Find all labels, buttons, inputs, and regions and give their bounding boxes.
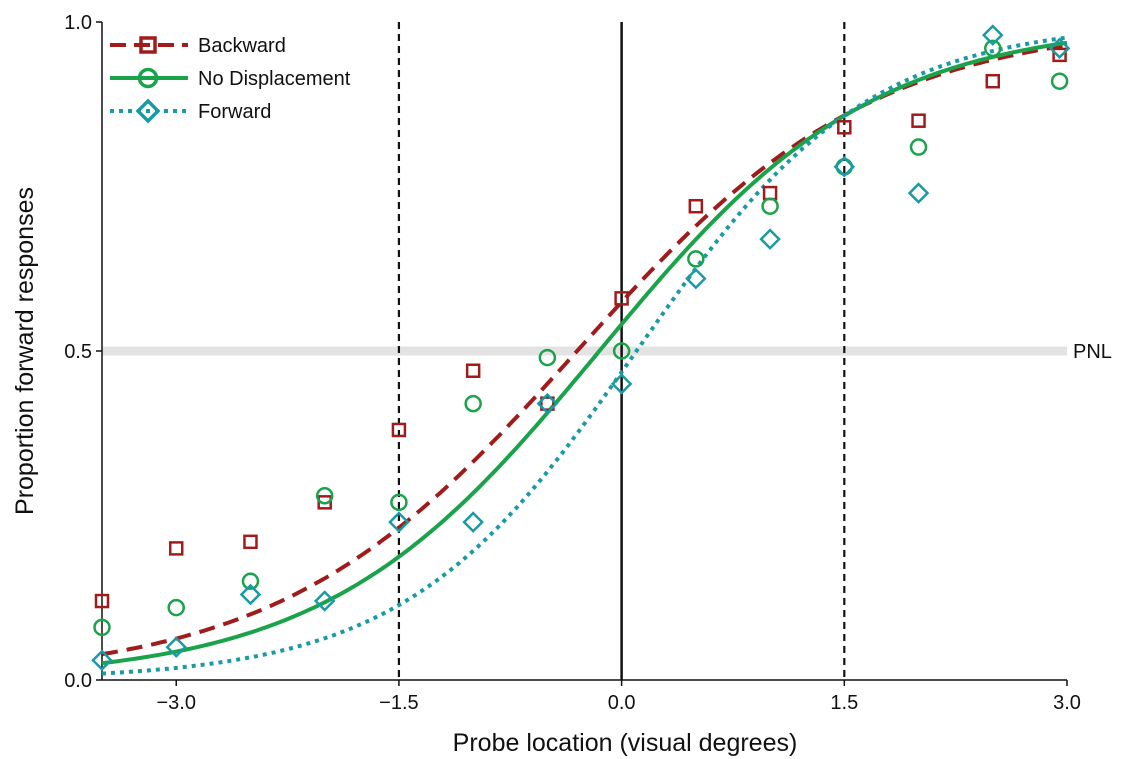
data-point-backward — [985, 73, 1001, 89]
data-point-backward — [243, 534, 258, 550]
data-point-forward — [685, 267, 707, 290]
data-point-backward — [540, 396, 555, 411]
data-point-no-displacement — [241, 572, 260, 591]
x-tick-label-0: −3.0 — [156, 692, 195, 714]
data-point-no-displacement — [984, 39, 1002, 58]
x-tick-label-4: 3.0 — [1053, 692, 1081, 714]
data-point-forward — [759, 228, 781, 250]
data-point-forward — [610, 373, 633, 395]
data-point-backward — [317, 495, 332, 510]
data-point-forward — [907, 182, 930, 204]
data-point-no-displacement — [315, 487, 334, 505]
x-tick-label-3: 1.5 — [830, 692, 858, 714]
data-point-backward — [837, 120, 852, 135]
data-point-backward — [168, 541, 184, 556]
y-axis-title: Proportion forward responses — [11, 187, 39, 515]
legend: Backward No Displacement Forward — [110, 35, 351, 124]
data-point-backward — [614, 291, 629, 306]
legend-marker-backward — [139, 36, 157, 54]
x-tick-label-1: −1.5 — [379, 692, 418, 714]
data-point-forward — [165, 636, 187, 658]
data-point-forward — [462, 511, 484, 533]
legend-marker-no-displacement — [137, 67, 159, 89]
y-tick-label-2: 1.0 — [64, 12, 92, 34]
data-point-no-displacement — [1050, 72, 1069, 90]
data-point-forward — [536, 392, 559, 415]
data-point-no-displacement — [93, 618, 111, 637]
y-tick-label-1: 0.5 — [64, 341, 92, 363]
data-point-backward — [688, 198, 704, 214]
fit-curve-forward — [101, 35, 1068, 676]
axes-layer: 0.0 0.5 1.0 −3.0 −1.5 0.0 1.5 3.0 — [64, 12, 1081, 714]
data-point-forward — [313, 590, 336, 612]
data-point-backward — [1052, 47, 1067, 63]
data-point-no-displacement — [761, 197, 779, 215]
reference-layer: PNL — [102, 341, 1112, 363]
point-layer — [91, 24, 1071, 672]
data-point-backward — [391, 422, 407, 438]
fit-curve-no-displacement — [101, 40, 1068, 666]
data-point-backward — [94, 593, 110, 609]
data-point-forward — [1048, 37, 1071, 60]
legend-label-no-displacement: No Displacement — [198, 68, 351, 90]
data-point-forward — [91, 649, 113, 672]
data-point-backward — [465, 363, 481, 378]
y-tick-label-0: 0.0 — [64, 670, 92, 692]
data-point-no-displacement — [390, 493, 408, 512]
data-point-no-displacement — [538, 348, 557, 367]
data-point-no-displacement — [612, 342, 631, 360]
data-point-forward — [982, 24, 1004, 46]
data-point-backward — [762, 185, 778, 201]
x-axis-title: Probe location (visual degrees) — [453, 729, 798, 757]
pnl-label: PNL — [1073, 341, 1112, 363]
data-point-no-displacement — [464, 394, 482, 413]
legend-label-backward: Backward — [198, 35, 286, 57]
data-point-no-displacement — [687, 250, 705, 268]
data-point-forward — [239, 583, 262, 606]
data-point-forward — [388, 511, 410, 533]
legend-label-forward: Forward — [198, 101, 271, 123]
x-tick-label-2: 0.0 — [608, 692, 636, 714]
data-point-forward — [833, 155, 856, 178]
legend-marker-forward — [135, 98, 161, 124]
data-point-backward — [911, 113, 926, 128]
data-point-no-displacement — [909, 138, 928, 156]
data-point-no-displacement — [167, 598, 185, 617]
fit-layer — [101, 35, 1068, 676]
